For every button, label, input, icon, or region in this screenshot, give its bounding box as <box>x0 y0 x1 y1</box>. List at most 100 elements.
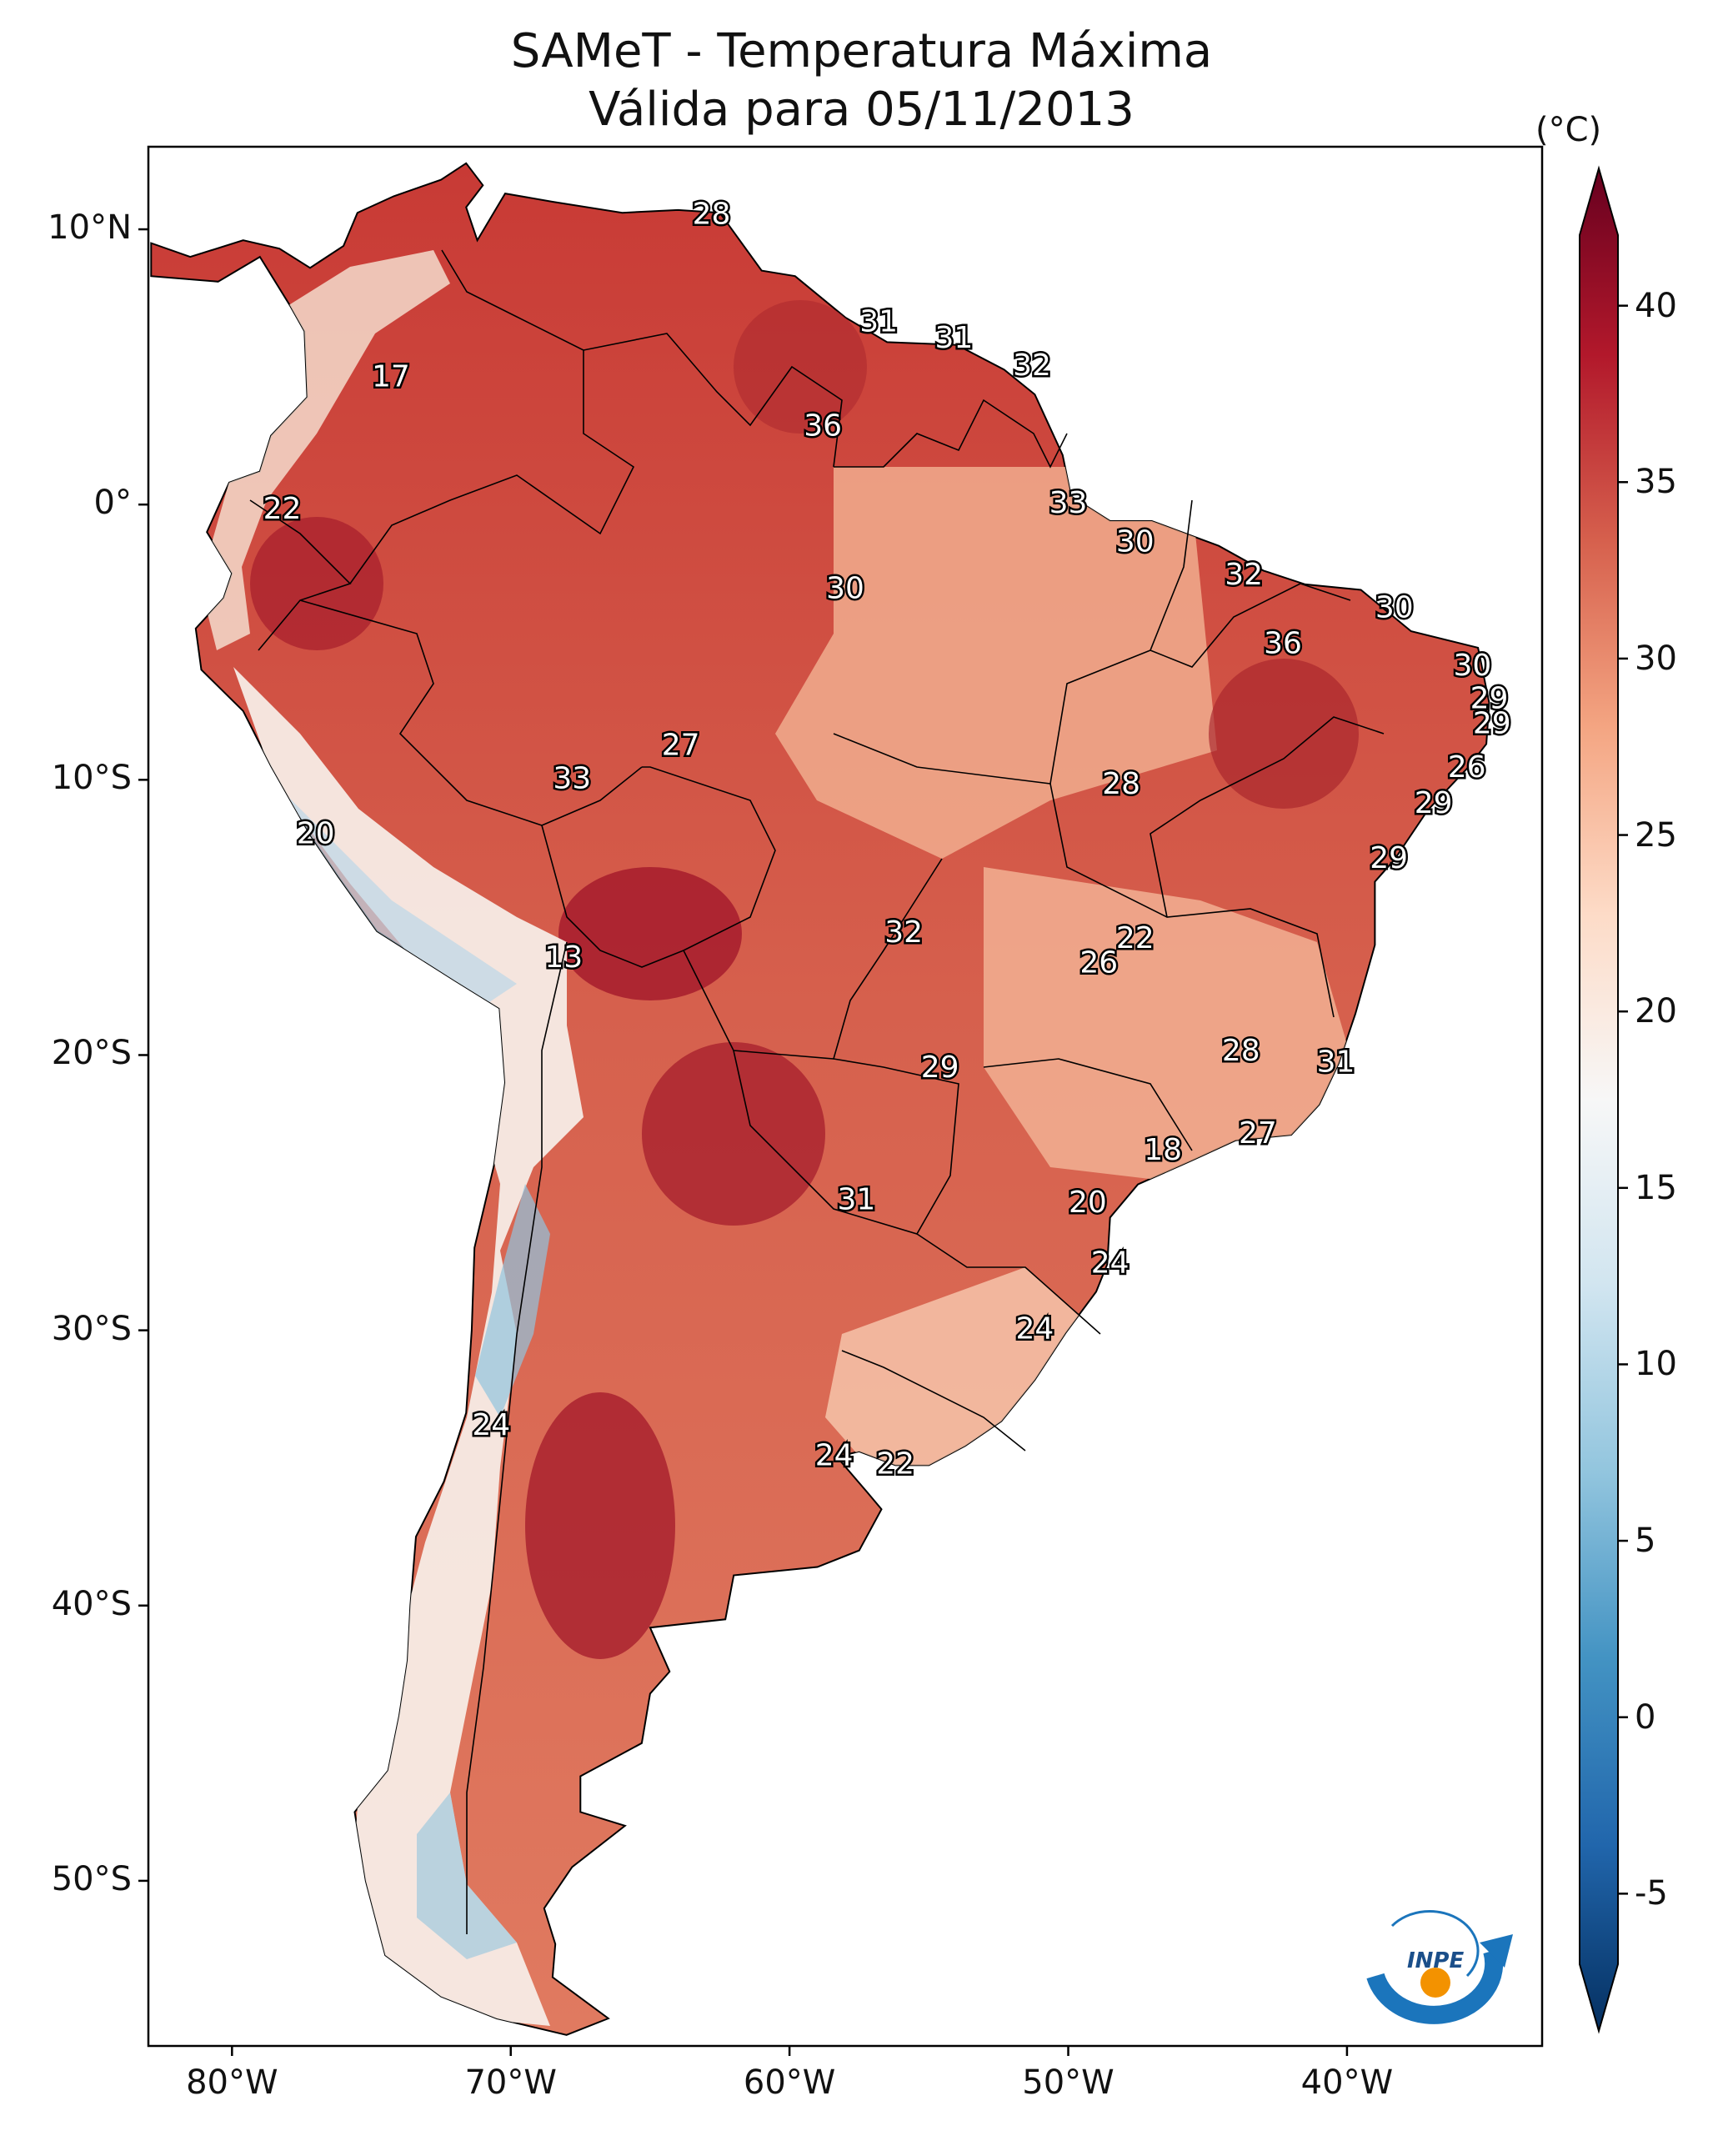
station-value-label: 29 <box>1370 841 1408 875</box>
brazil-state-borders-4 <box>1150 716 1385 918</box>
inpe-logo: INPE <box>1366 1910 1513 2024</box>
amazon-west-hot-spot <box>250 517 383 650</box>
colorbar-tick-label: 25 <box>1635 815 1677 855</box>
station-value-label: 36 <box>804 409 842 444</box>
station-value-label: 28 <box>1102 767 1140 801</box>
brazil-state-borders-2 <box>1049 783 1335 1018</box>
station-value-label: 32 <box>1013 348 1051 383</box>
pampa-hot-spot <box>525 1392 675 1659</box>
brazil-state-borders-5 <box>1150 583 1351 668</box>
lat-tick-label: 0° <box>93 484 132 523</box>
station-value-label: 30 <box>1375 591 1414 625</box>
lon-tick-label: 50°W <box>1022 2063 1114 2102</box>
colorbar-gradient <box>1579 165 1619 2034</box>
colorbar-tick-label: 35 <box>1635 463 1677 502</box>
colorbar-tick-label: 40 <box>1635 286 1677 325</box>
colombia-border <box>349 249 635 584</box>
station-value-label: 26 <box>1448 750 1486 785</box>
southeast-brazil-mild-zone <box>984 867 1359 1184</box>
argentina-brazil-border <box>916 1233 1101 1335</box>
paraguay-border <box>733 1050 959 1235</box>
chaco-south-hot-spot <box>642 1042 825 1226</box>
chile-argentina-border <box>466 941 568 1934</box>
logo-arrow-icon <box>1480 1934 1513 1968</box>
station-value-label: 20 <box>1069 1186 1107 1220</box>
chile-andes-cold-core <box>475 1184 550 1417</box>
station-value-label: 22 <box>263 492 302 526</box>
brazil-state-borders-3 <box>983 1058 1193 1151</box>
station-value-label: 31 <box>934 321 973 355</box>
guiana-hot-spot <box>734 300 867 434</box>
lat-tick-label: 40°S <box>51 1584 132 1623</box>
station-value-label: 24 <box>1091 1246 1129 1280</box>
colorbar-unit-label: (°C) <box>1535 111 1602 149</box>
figure-title-line-2: Válida para 05/11/2013 <box>589 83 1134 137</box>
logo-orbit-line <box>1390 1910 1480 1978</box>
station-value-label: 32 <box>884 915 923 950</box>
station-value-label: 29 <box>1473 706 1511 740</box>
lat-tick-label: 20°S <box>51 1034 132 1073</box>
axis-ticks <box>138 228 1349 2056</box>
logo-orange-dot <box>1420 1968 1450 1998</box>
figure-title-line-1: SAMeT - Temperatura Máxima <box>510 24 1213 78</box>
lat-tick-label: 50°S <box>51 1859 132 1898</box>
country-borders <box>249 249 1385 1934</box>
station-value-label: 36 <box>1264 627 1302 661</box>
station-value-label: 30 <box>1116 524 1155 559</box>
lon-tick-label: 40°W <box>1300 2063 1394 2102</box>
station-value-label: 13 <box>544 940 583 975</box>
colorbar-tick-label: 30 <box>1635 639 1677 678</box>
colorbar-tick-label: -5 <box>1635 1874 1668 1913</box>
station-value-label: 24 <box>1015 1312 1054 1346</box>
station-value-label: 33 <box>1049 486 1088 520</box>
station-value-label: 31 <box>1317 1045 1355 1079</box>
station-value-label: 22 <box>876 1447 914 1481</box>
peru-cold-core <box>275 784 517 1017</box>
lon-tick-label: 80°W <box>186 2063 278 2102</box>
station-value-label: 24 <box>472 1408 510 1442</box>
northeast-hot-spot <box>1209 659 1359 809</box>
lon-tick-label: 70°W <box>464 2063 557 2102</box>
station-value-label: 27 <box>662 729 700 763</box>
colorbar-tick-label: 20 <box>1635 992 1677 1031</box>
lat-tick-label: 10°N <box>48 208 132 248</box>
station-value-label: 18 <box>1144 1133 1182 1167</box>
station-value-label: 22 <box>1116 921 1155 955</box>
lon-tick-label: 60°W <box>743 2063 836 2102</box>
peru-brazil-border <box>299 599 643 826</box>
brazil-state-borders-1 <box>833 499 1193 785</box>
station-value-label: 17 <box>372 359 410 394</box>
temperature-field-overlays <box>200 250 1359 2026</box>
logo-arc <box>1366 1948 1504 2024</box>
station-value-label: 28 <box>693 198 731 232</box>
colorbar-tick-label: 10 <box>1635 1345 1677 1384</box>
station-value-label: 29 <box>921 1050 959 1085</box>
station-value-label: 28 <box>1222 1034 1260 1068</box>
station-value-label: 29 <box>1470 682 1509 716</box>
central-brazil-warm-zone <box>775 467 1217 859</box>
venezuela-border <box>583 333 843 468</box>
uruguay-border <box>841 1350 1026 1452</box>
station-value-label: 31 <box>859 304 898 338</box>
colorbar-ticks <box>1618 304 1628 1895</box>
colorbar <box>1579 165 1628 2034</box>
paraguay-north-border <box>683 858 943 1060</box>
colorbar-tick-label: 0 <box>1635 1697 1656 1737</box>
station-value-label: 26 <box>1079 946 1118 980</box>
station-value-label: 20 <box>297 816 335 850</box>
station-value-label: 29 <box>1415 786 1453 820</box>
chaco-hot-spot <box>558 867 742 1000</box>
patagonia-cold-core <box>417 1792 517 1959</box>
colorbar-tick-label: 15 <box>1635 1168 1677 1207</box>
station-value-label: 33 <box>553 761 591 795</box>
colorbar-tick-label: 5 <box>1635 1522 1656 1561</box>
station-value-label: 30 <box>826 572 864 606</box>
ecuador-border <box>249 499 352 651</box>
station-value-label: 24 <box>815 1439 854 1473</box>
station-value-label: 31 <box>837 1183 875 1217</box>
lat-tick-label: 10°S <box>51 759 132 798</box>
